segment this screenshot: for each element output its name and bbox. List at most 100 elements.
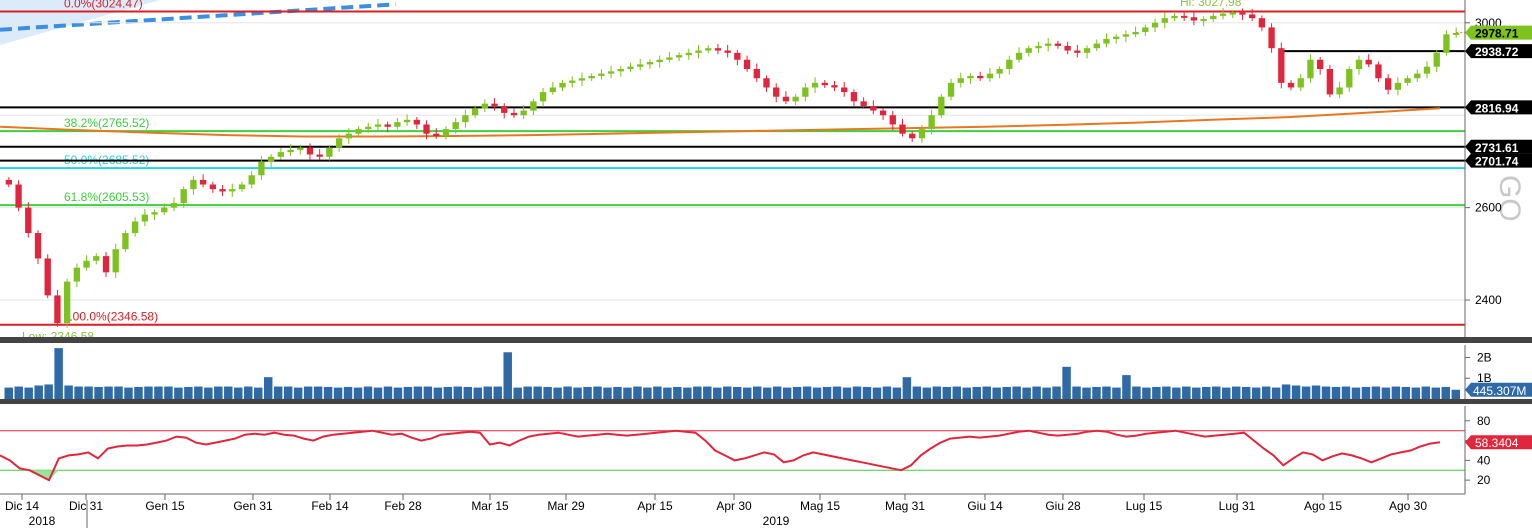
volume-bar	[952, 386, 962, 399]
volume-bar	[523, 386, 532, 399]
volume-bar	[383, 386, 393, 399]
watermark-text: GO	[1493, 175, 1526, 222]
candle-body	[588, 75, 595, 79]
x-tick-label: Lug 31	[1219, 499, 1256, 513]
candle-body	[102, 256, 110, 273]
candle-body	[724, 50, 731, 53]
volume-bar	[653, 386, 662, 399]
panel-separator	[0, 337, 1532, 343]
volume-bar	[1291, 385, 1301, 399]
candle-body	[1414, 73, 1421, 79]
volume-bar	[772, 386, 782, 399]
volume-bar	[164, 386, 173, 399]
fib-label: 61.8%(2605.53)	[64, 190, 149, 204]
fib-label: 38.2%(2765.52)	[64, 116, 149, 130]
volume-bar	[742, 387, 752, 399]
candle-body	[510, 112, 518, 116]
candle-body	[1171, 15, 1178, 19]
volume-bar	[373, 387, 383, 399]
volume-bar	[493, 386, 502, 399]
candle-body	[1433, 52, 1440, 67]
candle-body	[1307, 59, 1314, 79]
volume-bar	[822, 386, 832, 399]
volume-bar	[633, 386, 642, 399]
volume-bar	[34, 385, 43, 399]
candle-body	[83, 260, 90, 268]
volume-bar	[413, 386, 423, 399]
candle-body	[15, 184, 22, 208]
candle-body	[1210, 15, 1217, 20]
x-tick-label: Gen 15	[145, 499, 185, 513]
volume-bar	[693, 386, 702, 399]
volume-bar	[982, 386, 991, 399]
volume-bar	[104, 386, 113, 399]
volume-last-tag-bg	[1465, 382, 1532, 397]
volume-bar	[1231, 386, 1241, 399]
candle-body	[811, 82, 819, 88]
candle-body	[219, 189, 226, 192]
volume-bar	[543, 386, 552, 399]
volume-bar	[862, 386, 872, 399]
volume-bar	[234, 387, 243, 399]
volume-bar	[553, 387, 562, 399]
candle-body	[967, 75, 974, 79]
candle-body	[1443, 34, 1450, 53]
candle-body	[569, 80, 576, 83]
candle-body	[316, 154, 323, 157]
volume-bar	[283, 386, 293, 399]
candle-body	[365, 126, 372, 130]
rsi-last-tag-bg	[1465, 435, 1532, 450]
volume-bar	[483, 386, 492, 399]
candle-body	[25, 207, 32, 234]
candle-body	[977, 75, 984, 79]
candle-body	[452, 122, 459, 130]
volume-bar	[64, 385, 73, 399]
candle-body	[656, 59, 663, 63]
candle-body	[248, 175, 255, 185]
candle-body	[870, 105, 877, 111]
candle-body	[93, 256, 100, 261]
volume-bar	[812, 387, 822, 399]
x-tick-label: Gen 31	[233, 499, 273, 513]
candle-body	[763, 78, 770, 88]
volume-bar	[1301, 386, 1311, 399]
volume-bar	[194, 386, 203, 399]
x-tick-label: Apr 30	[716, 499, 752, 513]
volume-bar	[673, 386, 682, 399]
volume-bar	[14, 386, 23, 399]
candle-body	[462, 115, 469, 123]
volume-bar	[44, 384, 53, 399]
candle-body	[306, 147, 314, 155]
volume-bar	[253, 387, 263, 399]
level-tag-text: 2731.61	[1475, 141, 1519, 155]
moving-average-line	[0, 107, 1441, 138]
volume-bar	[1152, 386, 1161, 399]
candle-body	[1142, 27, 1149, 33]
candle-body	[63, 281, 71, 324]
candle-body	[899, 124, 906, 134]
candle-body	[54, 295, 61, 324]
candle-body	[501, 105, 508, 113]
candle-body	[229, 189, 236, 192]
candle-body	[1326, 69, 1334, 95]
volume-bar	[852, 386, 862, 399]
volume-bar	[214, 386, 223, 399]
candle-body	[413, 119, 420, 125]
volume-bar	[593, 386, 602, 399]
volume-bar	[932, 386, 942, 399]
candle-body	[297, 147, 304, 150]
candle-body	[1113, 36, 1120, 39]
volume-bar	[1162, 386, 1171, 399]
volume-bar	[1311, 385, 1321, 399]
candle-body	[481, 103, 488, 109]
last-price-tag-group: 2978.71	[1465, 25, 1532, 41]
volume-bar	[613, 386, 622, 399]
volume-bar	[1212, 386, 1221, 399]
candle-body	[345, 133, 352, 139]
level-tag-bg	[1465, 139, 1532, 154]
candle-body	[549, 87, 556, 93]
volume-bar	[1421, 386, 1431, 399]
volume-bar	[1281, 384, 1291, 399]
panel-separator	[0, 399, 1532, 404]
volume-bar	[713, 387, 722, 399]
